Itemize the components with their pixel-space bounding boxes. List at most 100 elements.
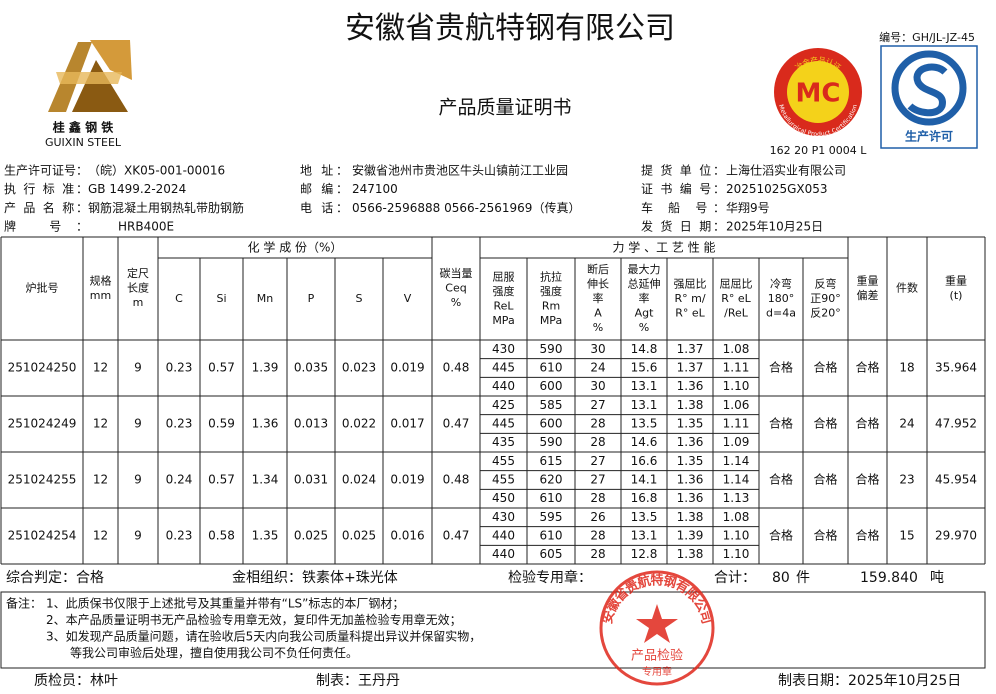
column-header: /ReL xyxy=(724,307,749,320)
test-cell: 27 xyxy=(590,473,605,487)
info-value: HRB400E xyxy=(118,220,174,234)
test-cell: 455 xyxy=(492,473,515,487)
test-cell: 27 xyxy=(590,398,605,412)
test-cell: 590 xyxy=(540,342,563,356)
test-cell: 1.14 xyxy=(723,454,750,468)
test-cell: 1.38 xyxy=(677,510,704,524)
test-cell: 13.5 xyxy=(631,417,658,431)
test-cell: 1.38 xyxy=(677,547,704,561)
column-header: 强度 xyxy=(540,284,562,298)
column-header: Mn xyxy=(257,292,273,305)
column-header: R° eL xyxy=(721,292,751,305)
cell: 1.36 xyxy=(252,417,279,431)
info-label: 电 话： xyxy=(300,201,348,215)
cell: 合格 xyxy=(813,416,837,431)
cell: 合格 xyxy=(813,360,837,375)
test-cell: 14.8 xyxy=(631,342,658,356)
mc-code: 162 20 P1 0004 L xyxy=(770,144,868,157)
column-header: 偏差 xyxy=(857,288,879,302)
test-cell: 27 xyxy=(590,454,605,468)
cell: 0.017 xyxy=(390,417,424,431)
weight-unit: 吨 xyxy=(930,570,944,586)
info-value: 安徽省池州市贵池区牛头山镇前江工业园 xyxy=(352,163,568,178)
test-cell: 1.36 xyxy=(677,379,704,393)
column-header: C xyxy=(175,292,183,305)
column-header: S xyxy=(356,292,363,305)
test-cell: 1.06 xyxy=(723,398,750,412)
column-header: Agt xyxy=(635,307,655,320)
test-cell: 1.35 xyxy=(677,417,704,431)
logo-en: GUIXIN STEEL xyxy=(45,136,122,149)
column-header: P xyxy=(308,292,315,305)
cell: 0.57 xyxy=(208,473,235,487)
info-label: 发 货 日 期： xyxy=(641,219,725,234)
cell: 0.031 xyxy=(294,473,328,487)
test-cell: 1.14 xyxy=(723,473,750,487)
column-header: m xyxy=(133,296,144,309)
cell: 0.019 xyxy=(390,473,424,487)
column-header: 长度 xyxy=(127,281,149,295)
cell: 12 xyxy=(93,417,108,431)
test-cell: 24 xyxy=(590,361,605,375)
mech-group: 力 学 、工 艺 性 能 xyxy=(612,240,715,255)
cell: 9 xyxy=(134,529,142,543)
cell: 1.35 xyxy=(252,529,279,543)
cell: 35.964 xyxy=(935,361,977,375)
test-cell: 430 xyxy=(492,510,515,524)
logo-cn: 桂 鑫 钢 铁 xyxy=(52,120,114,135)
stamp-label: 检验专用章： xyxy=(508,569,592,586)
column-header: 定尺 xyxy=(127,266,149,280)
test-cell: 13.1 xyxy=(631,529,658,543)
column-header: 冷弯 xyxy=(770,277,792,291)
cell: 0.025 xyxy=(294,529,328,543)
test-cell: 1.37 xyxy=(677,361,704,375)
column-header: 碳当量 xyxy=(440,266,473,280)
total-pieces: 80 xyxy=(772,570,790,586)
pieces-unit: 件 xyxy=(796,570,810,586)
column-header: 总延伸 xyxy=(628,277,661,291)
cell: 合格 xyxy=(855,528,879,543)
column-header: 率 xyxy=(593,291,604,305)
test-cell: 450 xyxy=(492,491,515,505)
cell: 0.48 xyxy=(443,361,470,375)
cell: 0.23 xyxy=(166,417,193,431)
inspection-stamp: 安徽省贵航特钢有限公司 产品检验 专用章 xyxy=(599,570,715,686)
test-cell: 435 xyxy=(492,435,515,449)
stamp-bottom: 专用章 xyxy=(642,665,672,678)
cell: 29.970 xyxy=(935,529,977,543)
cell: 12 xyxy=(93,529,108,543)
cell: 45.954 xyxy=(935,473,977,487)
info-label: 地 址： xyxy=(300,164,348,178)
column-header: % xyxy=(451,296,461,309)
cell: 0.58 xyxy=(208,529,235,543)
test-cell: 30 xyxy=(590,342,605,356)
test-cell: 600 xyxy=(540,379,563,393)
test-cell: 1.36 xyxy=(677,435,704,449)
column-header: 反20° xyxy=(810,307,841,320)
subtitle: 产品质量证明书 xyxy=(438,97,571,119)
cell: 合格 xyxy=(855,360,879,375)
column-header: % xyxy=(593,321,603,334)
info-value: 上海仕滔实业有限公司 xyxy=(726,163,846,178)
test-cell: 590 xyxy=(540,435,563,449)
cell: 0.47 xyxy=(443,529,470,543)
info-label: 产 品 名 称： xyxy=(4,200,88,215)
company-logo: 桂 鑫 钢 铁 GUIXIN STEEL xyxy=(45,40,132,149)
test-cell: 14.6 xyxy=(631,435,658,449)
test-cell: 620 xyxy=(540,473,563,487)
column-header: 屈屈比 xyxy=(720,278,753,291)
cell: 0.47 xyxy=(443,417,470,431)
column-header: 重量 xyxy=(857,273,879,287)
cell: 0.59 xyxy=(208,417,235,431)
column-header: Ceq xyxy=(445,282,466,295)
test-cell: 1.39 xyxy=(677,529,704,543)
cell: 9 xyxy=(134,417,142,431)
note-line: 2、本产品质量证明书无产品检验专用章无效，复印件无加盖检验专用章无效； xyxy=(46,612,462,627)
column-header: A xyxy=(594,307,602,320)
info-label: 邮 编： xyxy=(300,181,348,196)
column-header: 180° xyxy=(768,292,795,305)
test-cell: 13.1 xyxy=(631,379,658,393)
cell: 251024249 xyxy=(8,417,77,431)
